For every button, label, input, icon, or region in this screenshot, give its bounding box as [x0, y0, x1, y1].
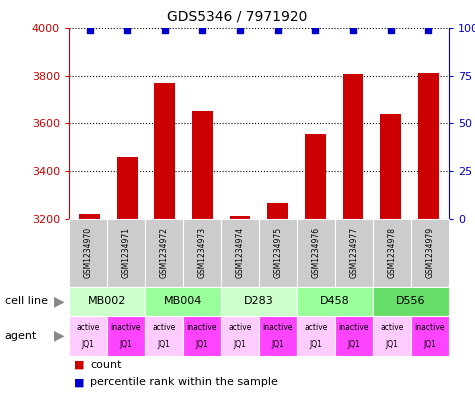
Bar: [221, 219, 259, 287]
Text: JQ1: JQ1: [157, 340, 171, 349]
Text: inactive: inactive: [263, 323, 293, 332]
Bar: [259, 316, 297, 356]
Bar: [380, 114, 401, 219]
Text: GSM1234976: GSM1234976: [312, 227, 320, 279]
Text: GSM1234973: GSM1234973: [198, 227, 206, 279]
Text: GSM1234970: GSM1234970: [84, 227, 92, 279]
Text: D458: D458: [320, 296, 350, 307]
Text: active: active: [152, 323, 176, 332]
Text: JQ1: JQ1: [271, 340, 285, 349]
Bar: [373, 219, 411, 287]
Bar: [107, 219, 145, 287]
Text: percentile rank within the sample: percentile rank within the sample: [90, 377, 278, 387]
Bar: [154, 83, 175, 219]
Text: MB004: MB004: [164, 296, 202, 307]
Bar: [69, 316, 107, 356]
Text: JQ1: JQ1: [385, 340, 399, 349]
Bar: [145, 287, 221, 316]
Bar: [259, 219, 297, 287]
Text: JQ1: JQ1: [309, 340, 323, 349]
Bar: [335, 219, 373, 287]
Text: inactive: inactive: [339, 323, 369, 332]
Text: GSM1234972: GSM1234972: [160, 228, 168, 278]
Text: ■: ■: [74, 360, 84, 369]
Text: GDS5346 / 7971920: GDS5346 / 7971920: [167, 10, 308, 24]
Text: active: active: [380, 323, 404, 332]
Bar: [297, 316, 335, 356]
Bar: [418, 73, 438, 219]
Text: D556: D556: [396, 296, 426, 307]
Bar: [117, 156, 138, 219]
Text: ■: ■: [74, 377, 84, 387]
Bar: [69, 219, 107, 287]
Bar: [79, 214, 100, 219]
Text: GSM1234971: GSM1234971: [122, 228, 130, 278]
Text: JQ1: JQ1: [233, 340, 247, 349]
Bar: [411, 316, 449, 356]
Bar: [342, 74, 363, 219]
Text: ▶: ▶: [54, 329, 64, 343]
Text: MB002: MB002: [88, 296, 126, 307]
Text: GSM1234978: GSM1234978: [388, 228, 396, 278]
Bar: [69, 287, 145, 316]
Bar: [297, 219, 335, 287]
Text: JQ1: JQ1: [119, 340, 133, 349]
Bar: [145, 316, 183, 356]
Text: GSM1234977: GSM1234977: [350, 227, 358, 279]
Bar: [373, 287, 449, 316]
Text: JQ1: JQ1: [195, 340, 209, 349]
Text: active: active: [228, 323, 252, 332]
Bar: [267, 203, 288, 219]
Bar: [335, 316, 373, 356]
Text: inactive: inactive: [415, 323, 445, 332]
Bar: [192, 111, 213, 219]
Text: JQ1: JQ1: [423, 340, 437, 349]
Bar: [411, 219, 449, 287]
Text: JQ1: JQ1: [347, 340, 361, 349]
Bar: [183, 219, 221, 287]
Bar: [305, 134, 326, 219]
Text: inactive: inactive: [111, 323, 141, 332]
Text: active: active: [304, 323, 328, 332]
Text: count: count: [90, 360, 122, 369]
Text: GSM1234974: GSM1234974: [236, 227, 244, 279]
Text: cell line: cell line: [5, 296, 48, 307]
Bar: [373, 316, 411, 356]
Bar: [107, 316, 145, 356]
Bar: [221, 287, 297, 316]
Text: GSM1234975: GSM1234975: [274, 227, 282, 279]
Text: inactive: inactive: [187, 323, 217, 332]
Bar: [145, 219, 183, 287]
Bar: [297, 287, 373, 316]
Text: active: active: [76, 323, 100, 332]
Text: JQ1: JQ1: [81, 340, 95, 349]
Bar: [183, 316, 221, 356]
Text: agent: agent: [5, 331, 37, 341]
Bar: [230, 216, 250, 219]
Text: GSM1234979: GSM1234979: [426, 227, 434, 279]
Text: ▶: ▶: [54, 294, 64, 309]
Text: D283: D283: [244, 296, 274, 307]
Bar: [221, 316, 259, 356]
